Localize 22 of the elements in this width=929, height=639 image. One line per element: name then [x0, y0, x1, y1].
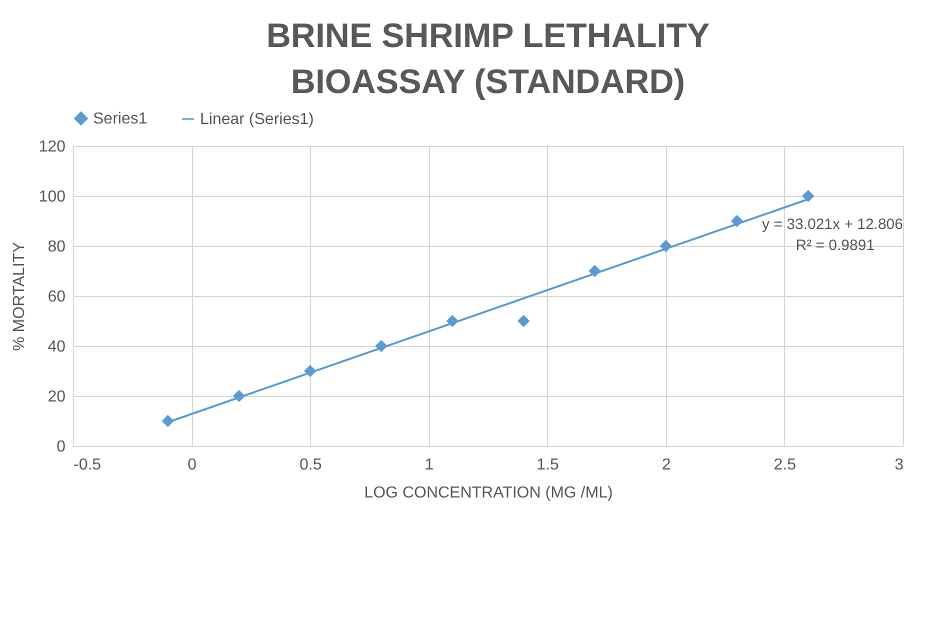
x-tick-label: 0.5	[300, 456, 322, 474]
y-axis-title: % MORTALITY	[10, 242, 28, 351]
y-tick-label: 60	[48, 288, 66, 306]
x-tick-label: 3	[894, 456, 904, 474]
x-axis-title: LOG CONCENTRATION (MG /ML)	[364, 484, 613, 502]
legend-label: Series1	[93, 110, 148, 128]
legend-label: Linear (Series1)	[200, 111, 314, 128]
x-tick-label: 1	[424, 456, 434, 474]
x-tick-label: 1.5	[536, 456, 560, 474]
x-tick-label: 0	[188, 456, 197, 474]
y-tick-label: 40	[48, 338, 66, 356]
annotation: y = 33.021x + 12.806	[762, 216, 903, 233]
annotation: R² = 0.9891	[796, 237, 875, 254]
y-tick-label: 120	[38, 138, 66, 156]
x-tick-label: 2	[662, 456, 671, 474]
y-tick-label: 20	[48, 388, 66, 406]
y-tick-label: 100	[38, 188, 66, 206]
y-tick-label: 0	[56, 438, 66, 456]
x-tick-label: 2.5	[774, 456, 796, 474]
y-tick-label: 80	[48, 238, 66, 256]
x-tick-label: -0.5	[74, 456, 102, 474]
chart-title: BRINE SHRIMP LETHALITY BIOASSAY (STANDARD)	[266, 17, 710, 101]
